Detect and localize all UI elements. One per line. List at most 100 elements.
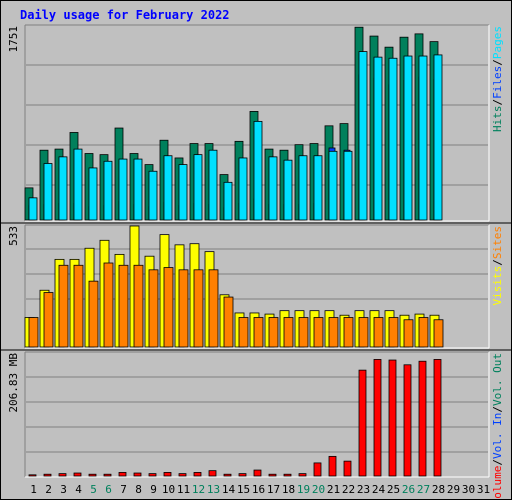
- bar-volume-day-28: [433, 359, 442, 477]
- bar-volume-day-9: [148, 473, 157, 477]
- bar-volume-day-27: [418, 360, 427, 477]
- x-tick-label: 26: [402, 483, 415, 496]
- bar-pages-day-9: [148, 170, 158, 221]
- bar-sites-day-28: [433, 319, 444, 348]
- x-tick-label: 22: [342, 483, 355, 496]
- bar-pages-day-21: [328, 150, 338, 221]
- bar-pages-day-17: [268, 156, 278, 221]
- bar-volume-day-20: [313, 462, 322, 477]
- bar-sites-day-2: [43, 292, 54, 348]
- x-tick-label: 18: [282, 483, 295, 496]
- legend-entry: Volume: [491, 466, 504, 500]
- legend: Visits/Sites: [491, 226, 504, 306]
- bar-sites-day-20: [313, 317, 324, 348]
- bar-sites-day-3: [58, 264, 69, 348]
- bar-sites-day-11: [178, 269, 189, 348]
- bar-volume-day-6: [103, 473, 112, 477]
- bar-pages-day-24: [373, 56, 383, 221]
- bar-sites-day-24: [373, 317, 384, 348]
- bar-pages-day-16: [253, 120, 263, 221]
- legend: Hits/Files/Pages: [491, 26, 504, 132]
- legend-entry: Files: [491, 66, 504, 99]
- bar-sites-day-25: [388, 317, 399, 348]
- bar-volume-day-14: [223, 473, 232, 477]
- bar-sites-day-9: [148, 269, 159, 348]
- chart-title: Daily usage for February 2022: [20, 8, 230, 22]
- x-tick-label: 2: [45, 483, 52, 496]
- bar-volume-day-11: [178, 473, 187, 477]
- x-tick-label: 25: [387, 483, 400, 496]
- bar-pages-day-8: [133, 158, 143, 221]
- bar-sites-day-26: [403, 319, 414, 348]
- bar-pages-day-23: [358, 51, 368, 221]
- bar-pages-day-15: [238, 157, 248, 221]
- x-tick-label: 28: [432, 483, 445, 496]
- bar-pages-day-2: [43, 163, 53, 221]
- bar-sites-day-1: [28, 317, 39, 348]
- bar-sites-day-16: [253, 317, 264, 348]
- bar-sites-day-23: [358, 317, 369, 348]
- bar-volume-day-22: [343, 460, 352, 477]
- bar-pages-day-12: [193, 154, 203, 221]
- legend-entry: Pages: [491, 26, 504, 59]
- bar-pages-day-1: [28, 197, 38, 221]
- x-tick-label: 15: [237, 483, 250, 496]
- bar-pages-day-3: [58, 156, 68, 221]
- bar-volume-day-18: [283, 473, 292, 477]
- legend-entry: Hits: [491, 106, 504, 133]
- bar-pages-day-13: [208, 149, 218, 221]
- bar-pages-day-7: [118, 158, 128, 221]
- bar-volume-day-17: [268, 473, 277, 477]
- bar-sites-day-19: [298, 317, 309, 348]
- x-tick-label: 4: [75, 483, 82, 496]
- y-max-label: 1751: [7, 26, 20, 53]
- bar-volume-day-23: [358, 369, 367, 477]
- x-tick-label: 10: [162, 483, 175, 496]
- bar-sites-day-6: [103, 262, 114, 348]
- bar-sites-day-17: [268, 317, 279, 348]
- bar-volume-day-3: [58, 473, 67, 477]
- bar-volume-day-12: [193, 472, 202, 477]
- bar-sites-day-7: [118, 264, 129, 348]
- bar-pages-day-19: [298, 155, 308, 221]
- bar-volume-day-7: [118, 472, 127, 477]
- bar-sites-day-10: [163, 267, 174, 348]
- legend-entry: /: [491, 99, 504, 106]
- legend-entry: Vol. In: [491, 413, 504, 459]
- bar-volume-day-2: [43, 473, 52, 477]
- x-tick-label: 3: [60, 483, 67, 496]
- x-tick-label: 7: [120, 483, 127, 496]
- bar-pages-day-11: [178, 164, 188, 221]
- bar-sites-day-8: [133, 264, 144, 348]
- bar-volume-day-19: [298, 473, 307, 477]
- bar-sites-day-18: [283, 317, 294, 348]
- bar-pages-day-5: [88, 167, 98, 221]
- bar-sites-day-13: [208, 269, 219, 348]
- bar-pages-day-25: [388, 57, 398, 221]
- x-tick-label: 13: [207, 483, 220, 496]
- bar-volume-day-24: [373, 359, 382, 477]
- x-tick-label: 9: [150, 483, 157, 496]
- bar-sites-day-5: [88, 280, 99, 348]
- bar-volume-day-25: [388, 359, 397, 477]
- legend-entry: /: [491, 259, 504, 266]
- legend-entry: /: [491, 406, 504, 413]
- bar-sites-day-21: [328, 317, 339, 348]
- x-tick-label: 5: [90, 483, 97, 496]
- bar-pages-day-26: [403, 55, 413, 221]
- bar-pages-day-10: [163, 155, 173, 221]
- x-axis: 1 2 3 4 5 6 7 8 9 10 11 12 13 14 15 16 17 18 19 20 21 22 23 24 2…: [30, 483, 490, 496]
- x-tick-label: 23: [357, 483, 370, 496]
- bar-volume-day-16: [253, 469, 262, 477]
- x-tick-label: 17: [267, 483, 280, 496]
- x-tick-label: 19: [297, 483, 310, 496]
- legend-entry: Visits: [491, 266, 504, 306]
- x-tick-label: 8: [135, 483, 142, 496]
- legend-entry: Sites: [491, 226, 504, 259]
- legend: Volume/Vol. In/Vol. Out: [491, 353, 504, 500]
- x-tick-label: 16: [252, 483, 265, 496]
- x-tick-label: 21: [327, 483, 340, 496]
- bar-volume-day-8: [133, 472, 142, 477]
